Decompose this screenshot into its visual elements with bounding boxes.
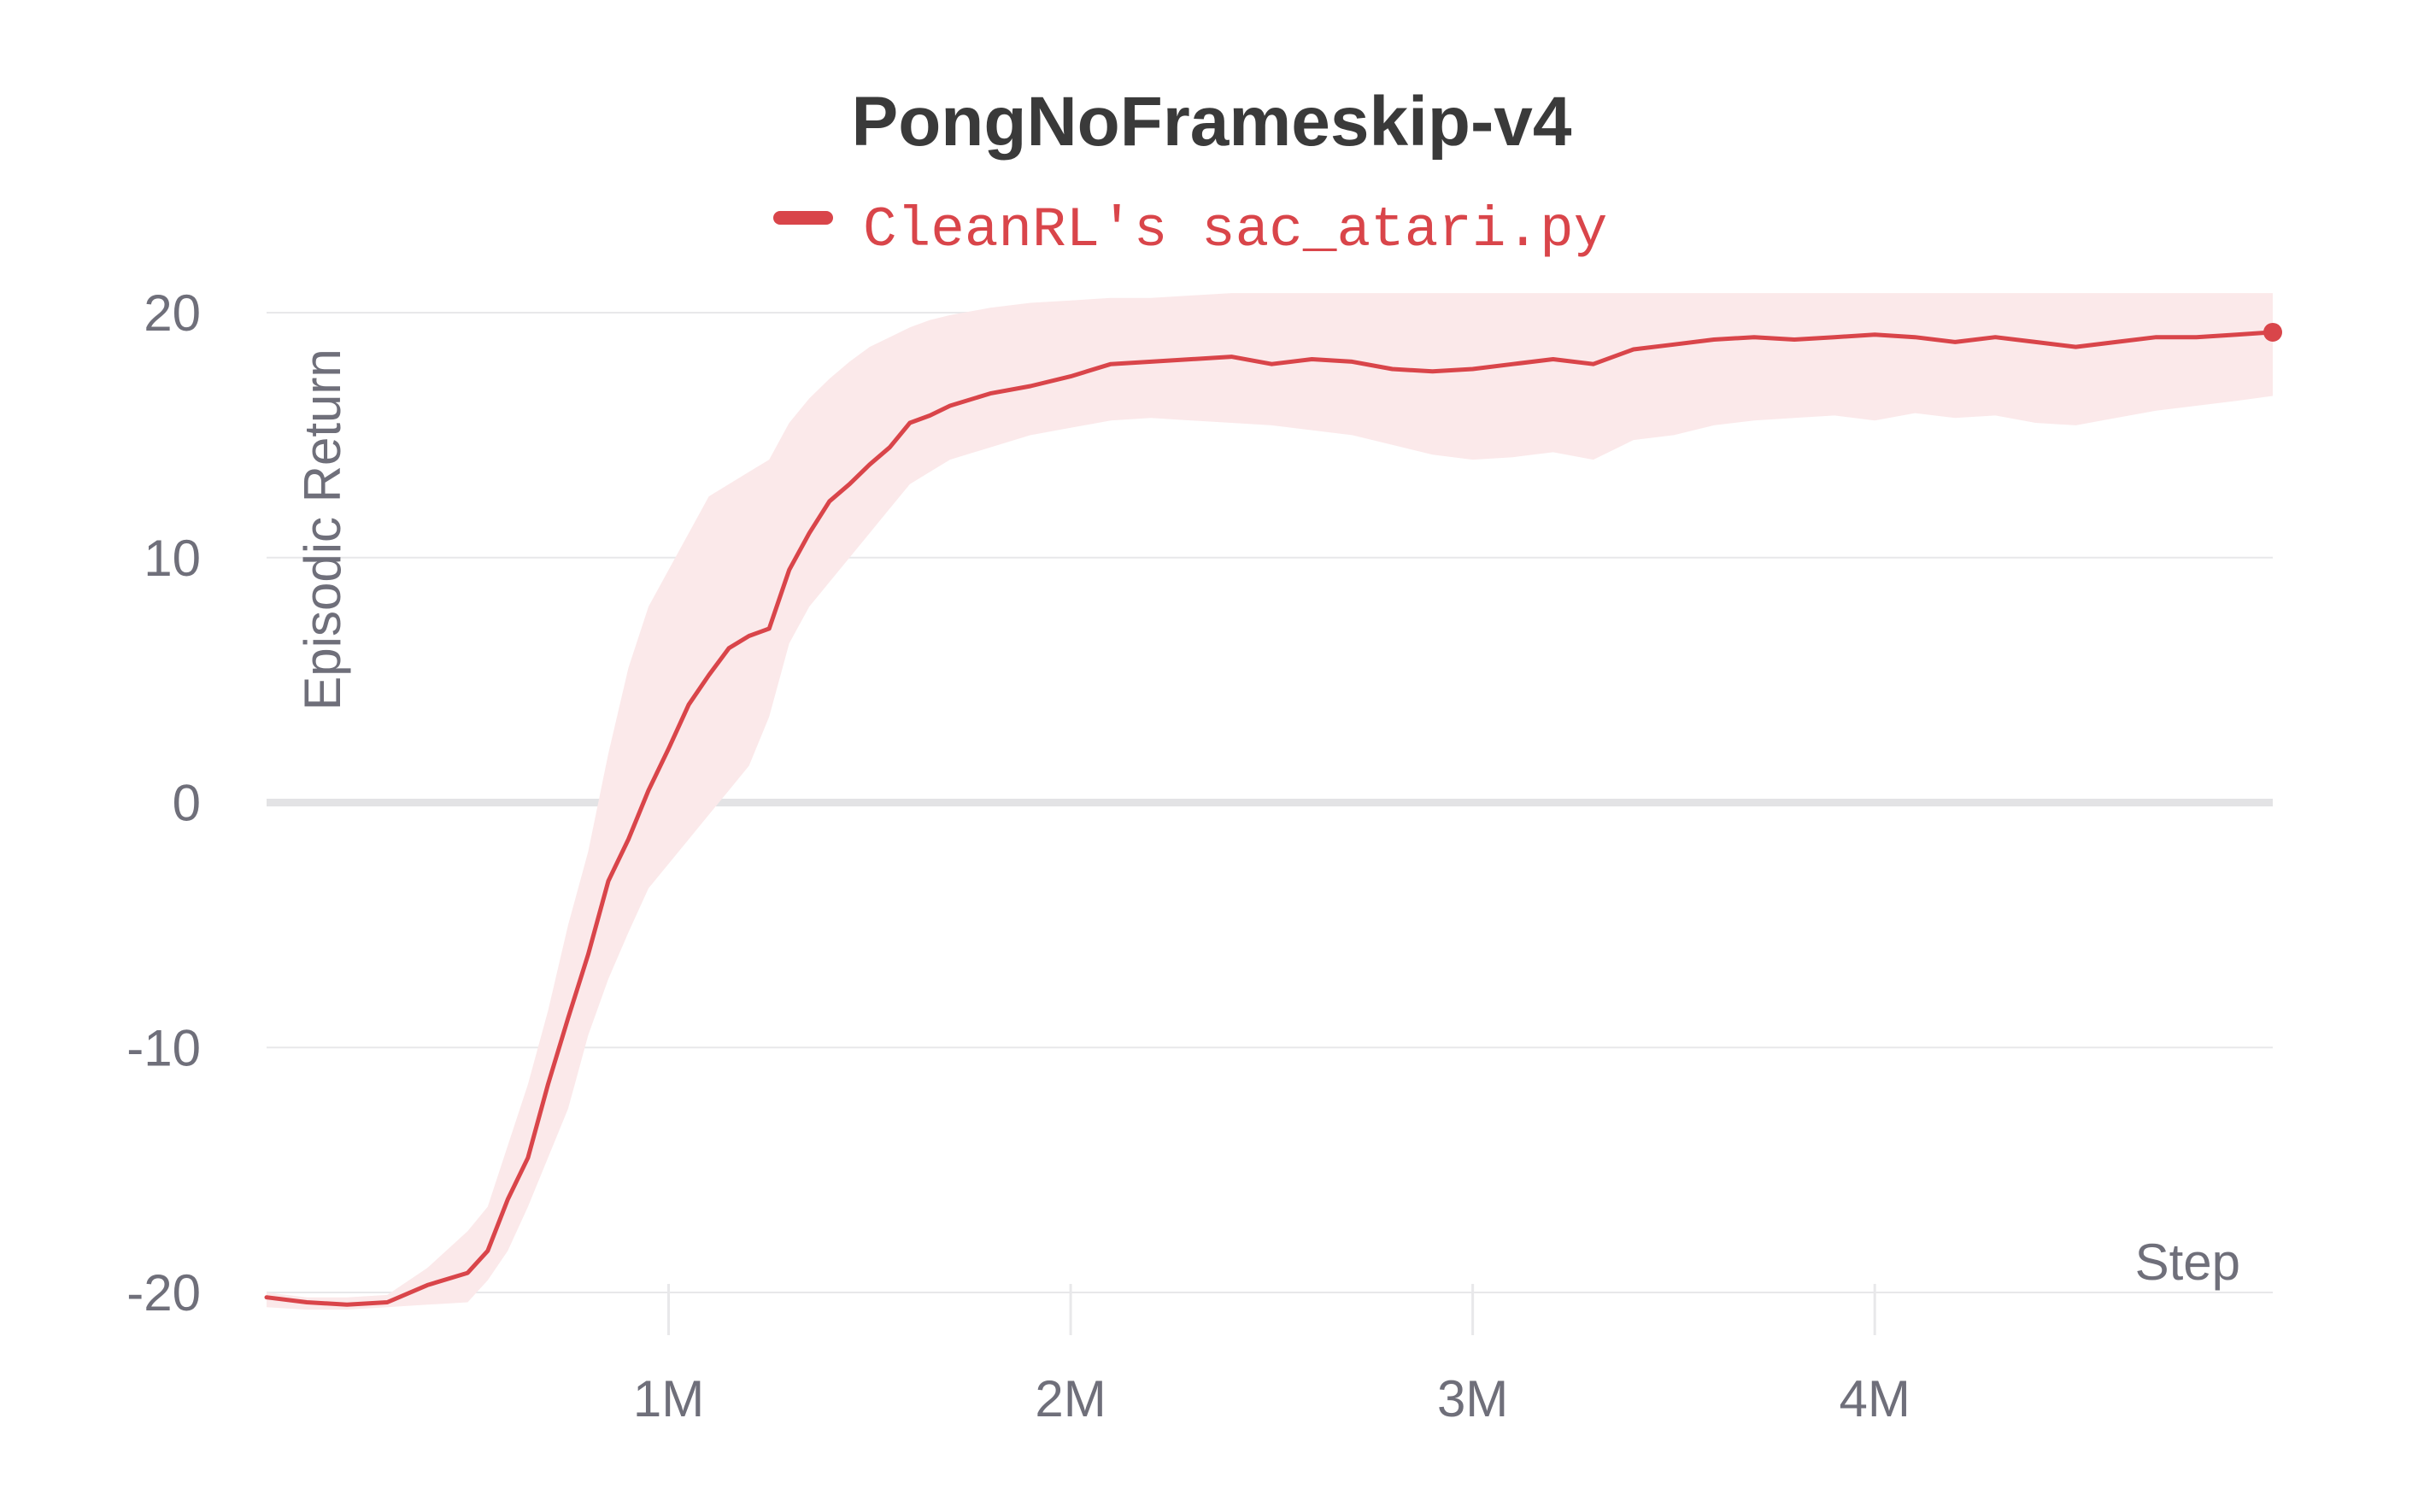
y-axis-label: Episodic Return [294,349,351,711]
legend[interactable]: CleanRL's sac_atari.py [773,198,1607,262]
x-axis-label: Step [2135,1234,2240,1291]
x-tick-label: 2M [1035,1370,1106,1427]
legend-swatch [773,211,833,225]
series-confidence-band [267,293,2273,1310]
plot-area[interactable]: -20 -10 0 10 20 1M 2M 3M 4M [126,284,2282,1427]
x-tick-label: 4M [1839,1370,1910,1427]
chart-title: PongNoFrameskip-v4 [852,83,1572,161]
y-tick-label: 20 [144,284,201,342]
y-tick-label: 0 [173,775,201,832]
x-tick-label: 3M [1437,1370,1508,1427]
x-tick-label: 1M [633,1370,704,1427]
y-tick-label: -10 [126,1019,201,1076]
y-tick-label: -20 [126,1264,201,1322]
series-line[interactable] [264,330,2275,1307]
legend-label: CleanRL's sac_atari.py [863,198,1607,262]
y-tick-label: 10 [144,530,201,587]
series-end-marker[interactable] [2263,322,2282,342]
